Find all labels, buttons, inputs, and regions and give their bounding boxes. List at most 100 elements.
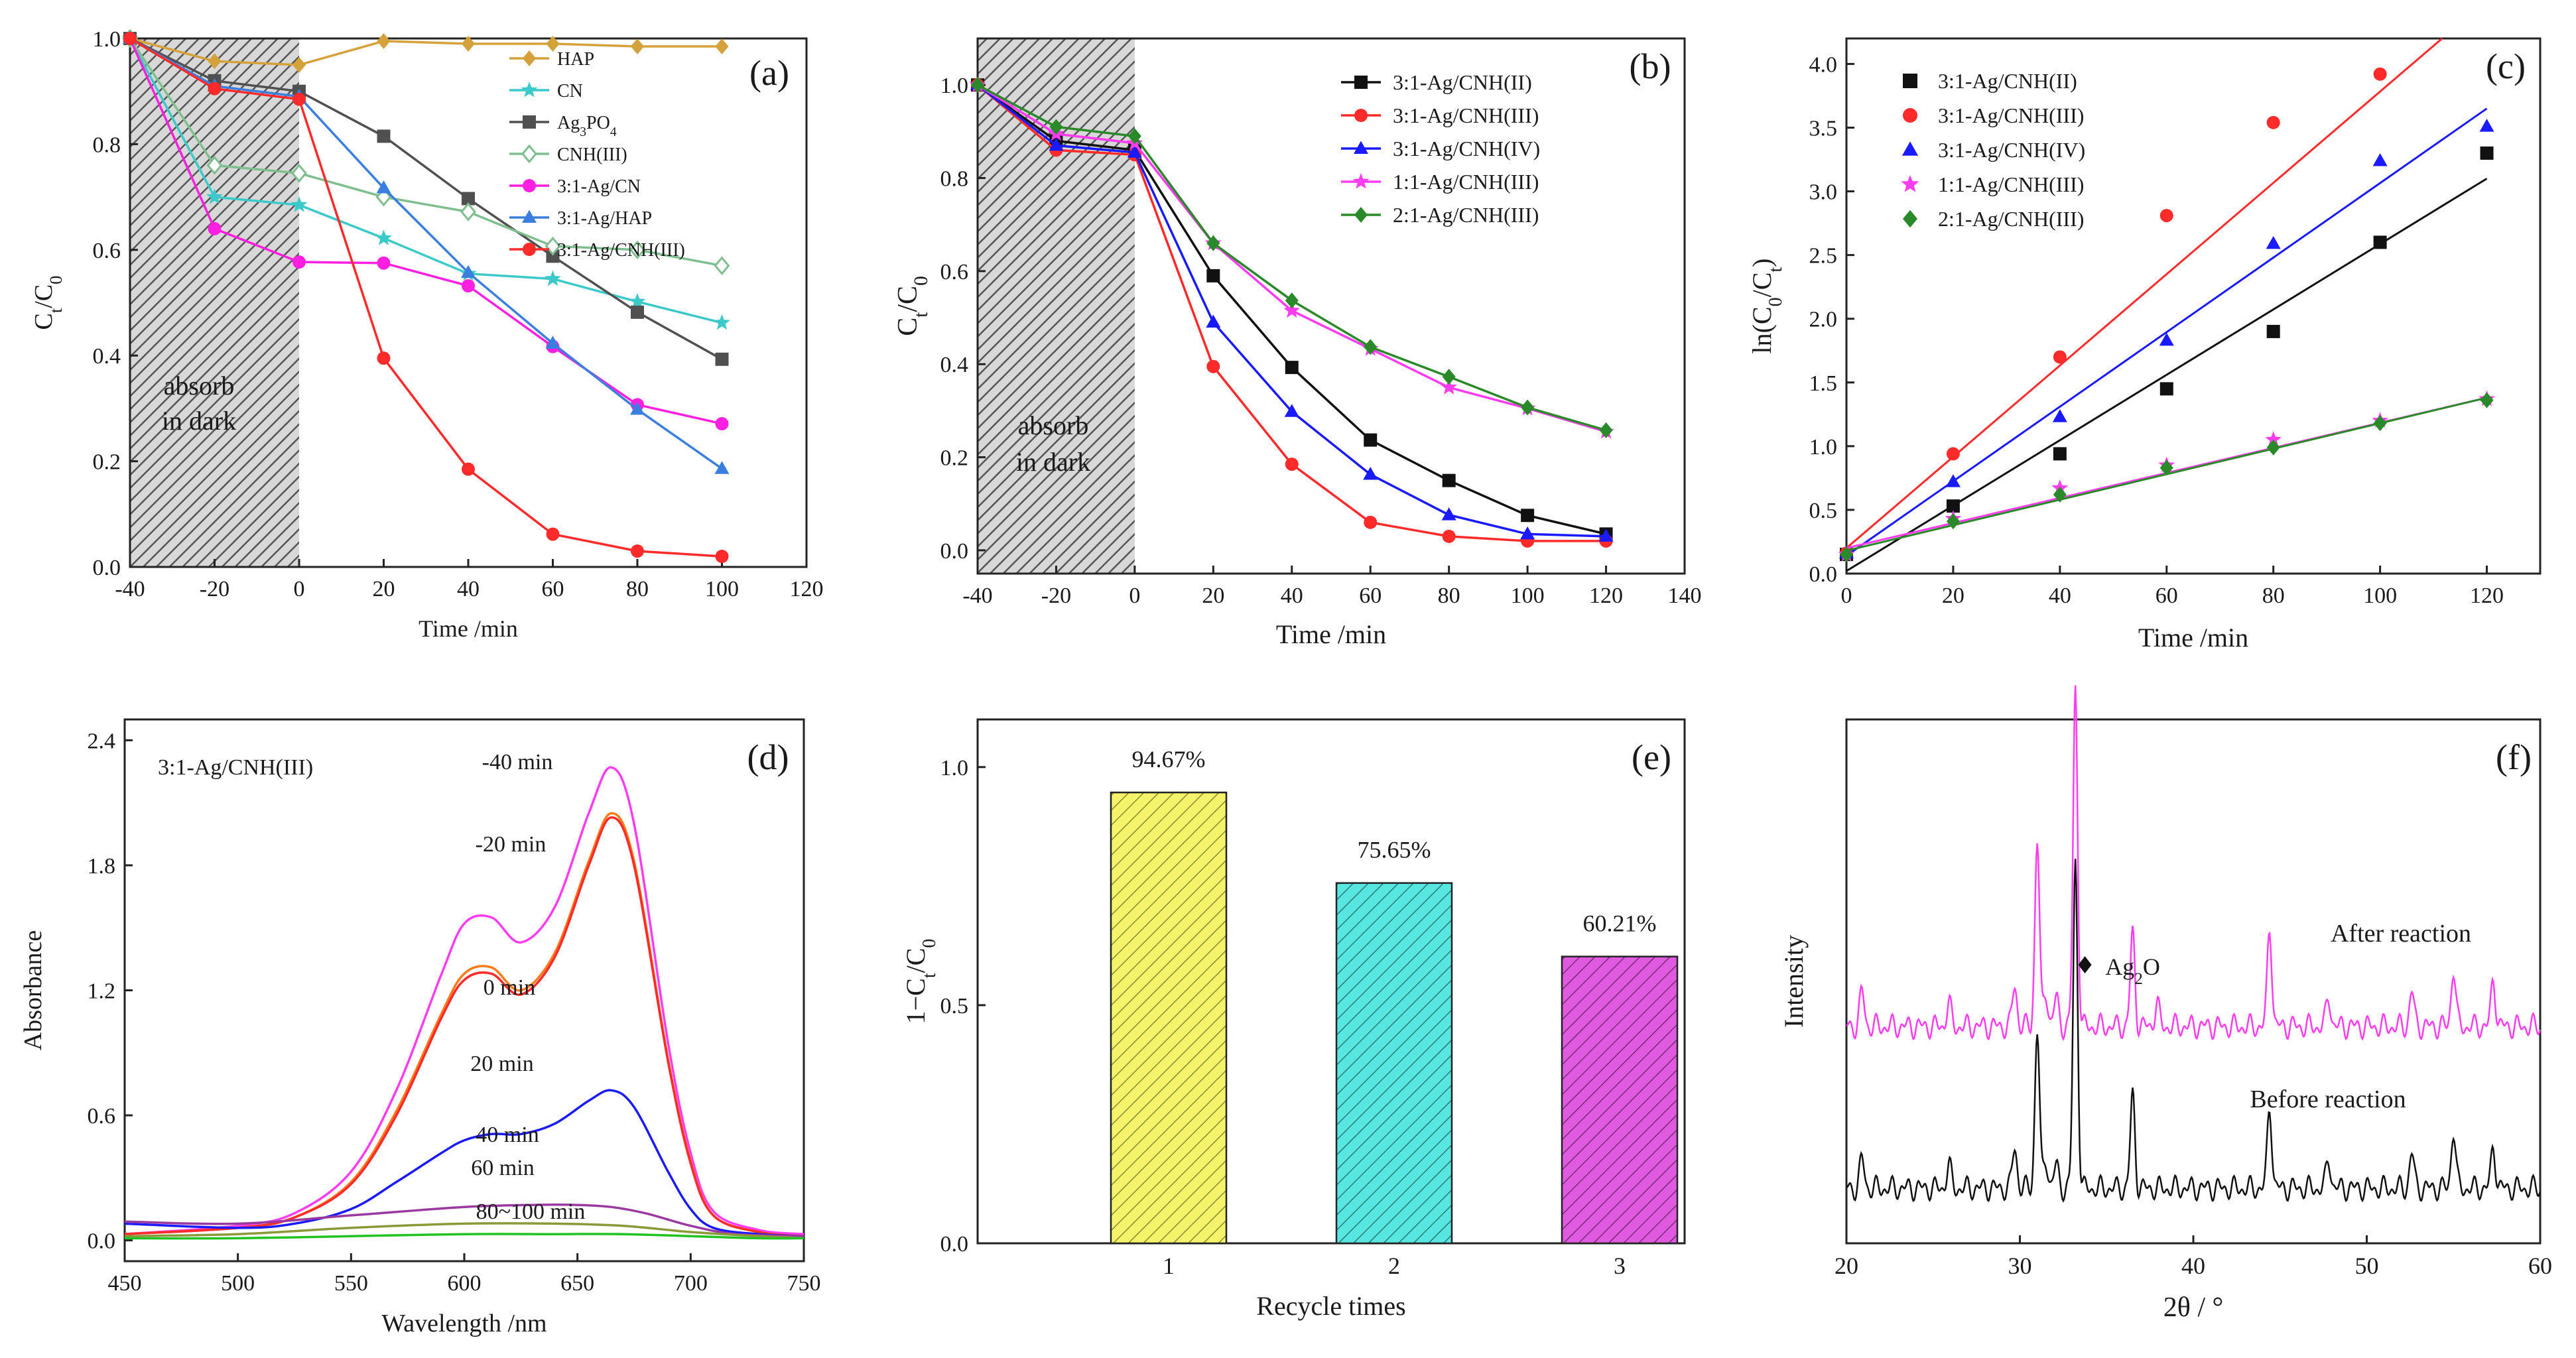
data-point xyxy=(1049,119,1063,135)
fit-line xyxy=(1846,37,2443,549)
series-line xyxy=(129,38,722,324)
shade-label: in dark xyxy=(1016,447,1090,477)
curve-annotation: 80~100 min xyxy=(476,1200,586,1224)
y-tick-label: 1.2 xyxy=(88,979,116,1004)
x-tick-label: 40 xyxy=(1281,584,1303,608)
data-point xyxy=(206,188,223,204)
data-point xyxy=(715,38,729,54)
x-axis-title: Time /min xyxy=(2138,623,2248,652)
series-line xyxy=(129,38,722,425)
y-tick-label: 0.2 xyxy=(940,446,969,471)
x-tick-label: 30 xyxy=(2008,1253,2032,1279)
data-point xyxy=(545,270,561,286)
legend-label: 3:1-Ag/CNH(IV) xyxy=(1393,137,1540,160)
data-point xyxy=(461,265,476,278)
y-tick-label: 2.0 xyxy=(1809,308,1838,332)
data-point xyxy=(1364,339,1378,355)
x-tick-label: 80 xyxy=(626,577,649,601)
sample-label: 3:1-Ag/CNH(III) xyxy=(158,755,313,780)
data-point xyxy=(546,35,560,52)
x-axis-title: Wavelength /nm xyxy=(381,1310,547,1337)
bar xyxy=(1110,791,1228,1245)
x-tick-label: 20 xyxy=(1942,584,1964,608)
data-point xyxy=(377,256,391,270)
data-point xyxy=(2266,324,2280,338)
data-point xyxy=(545,236,561,256)
legend-marker xyxy=(1901,174,1919,192)
data-point xyxy=(1285,361,1299,375)
legend-label: 3:1-Ag/CNH(III) xyxy=(1393,103,1539,127)
data-point xyxy=(545,336,560,349)
x-tick-label: 120 xyxy=(2470,584,2504,608)
curve-annotation: -20 min xyxy=(476,832,547,857)
data-point xyxy=(1206,314,1221,328)
series-line xyxy=(129,37,722,66)
data-point xyxy=(1442,529,1456,543)
bar-value-label: 60.21% xyxy=(1583,910,1657,937)
data-point xyxy=(208,82,222,95)
data-point xyxy=(292,92,306,106)
data-point xyxy=(2159,382,2173,396)
legend-label: HAP xyxy=(557,49,594,70)
data-point xyxy=(1946,513,1960,530)
x-tick-label: 20 xyxy=(373,577,395,601)
data-point xyxy=(1521,399,1535,416)
y-tick-label: 0.5 xyxy=(1809,499,1838,523)
y-tick-label: 4.0 xyxy=(1809,52,1838,77)
x-tick-label: 2 xyxy=(1388,1253,1400,1279)
data-point xyxy=(2053,486,2067,503)
x-tick-label: 650 xyxy=(560,1271,594,1296)
legend-marker xyxy=(1903,210,1917,228)
data-point xyxy=(546,249,560,263)
legend-label: 3:1-Ag/CN xyxy=(557,176,641,197)
spectrum-line xyxy=(124,766,805,1235)
data-point xyxy=(2159,209,2173,223)
y-tick-label: 0.6 xyxy=(88,1104,116,1129)
data-point xyxy=(1206,235,1220,251)
x-tick-label: 750 xyxy=(787,1271,821,1296)
x-tick-label: 100 xyxy=(1511,584,1545,608)
legend-marker xyxy=(1901,141,1919,156)
data-point xyxy=(631,38,644,54)
legend-label: 3:1-Ag/HAP xyxy=(557,208,652,229)
shade-label: absorb xyxy=(1018,410,1089,440)
data-point xyxy=(1441,379,1457,395)
x-tick-label: -40 xyxy=(962,584,992,608)
x-tick-label: 20 xyxy=(1835,1253,1858,1279)
plot-frame xyxy=(1845,37,2542,575)
data-point xyxy=(1364,515,1378,529)
y-tick-label: 1.8 xyxy=(88,854,116,879)
x-axis-title: Time /min xyxy=(419,615,518,642)
x-axis-title: Time /min xyxy=(1276,619,1386,649)
x-tick-label: 120 xyxy=(1589,584,1623,608)
data-point xyxy=(1127,128,1141,145)
curve-annotation: -40 min xyxy=(482,750,553,774)
data-point xyxy=(1285,458,1299,471)
x-tick-label: 550 xyxy=(334,1271,368,1296)
x-tick-label: -40 xyxy=(115,577,145,601)
data-point xyxy=(208,53,222,70)
data-point xyxy=(123,32,137,45)
x-tick-label: -20 xyxy=(200,577,229,601)
data-point xyxy=(2373,235,2387,249)
data-point xyxy=(2266,439,2280,456)
y-tick-label: 0.8 xyxy=(940,167,969,192)
panel-a: -40 -20 0 20 40 60 80 100 120 0.0 0.2 0.4 0.6 0.8 1.0 T… xyxy=(30,27,824,642)
legend-label: CN xyxy=(557,81,583,101)
ag2o-marker-icon xyxy=(2078,956,2092,973)
legend-label: CNH(III) xyxy=(557,145,627,165)
dark-adsorption-region xyxy=(130,38,299,567)
y-tick-label: 0.0 xyxy=(940,539,969,564)
y-tick-label: 0.0 xyxy=(940,1232,969,1257)
y-tick-label: 1.0 xyxy=(940,74,969,98)
y-tick-label: 0.6 xyxy=(93,239,121,263)
data-point xyxy=(462,35,475,52)
series-line xyxy=(129,37,722,558)
y-tick-label: 0.0 xyxy=(1809,562,1838,587)
x-tick-label: 0 xyxy=(1129,584,1140,608)
shade-label: in dark xyxy=(162,406,236,436)
x-tick-label: 600 xyxy=(448,1271,482,1296)
x-tick-label: 0 xyxy=(294,577,305,601)
curve-annotation: 0 min xyxy=(483,975,535,1000)
legend-marker xyxy=(1903,108,1917,123)
